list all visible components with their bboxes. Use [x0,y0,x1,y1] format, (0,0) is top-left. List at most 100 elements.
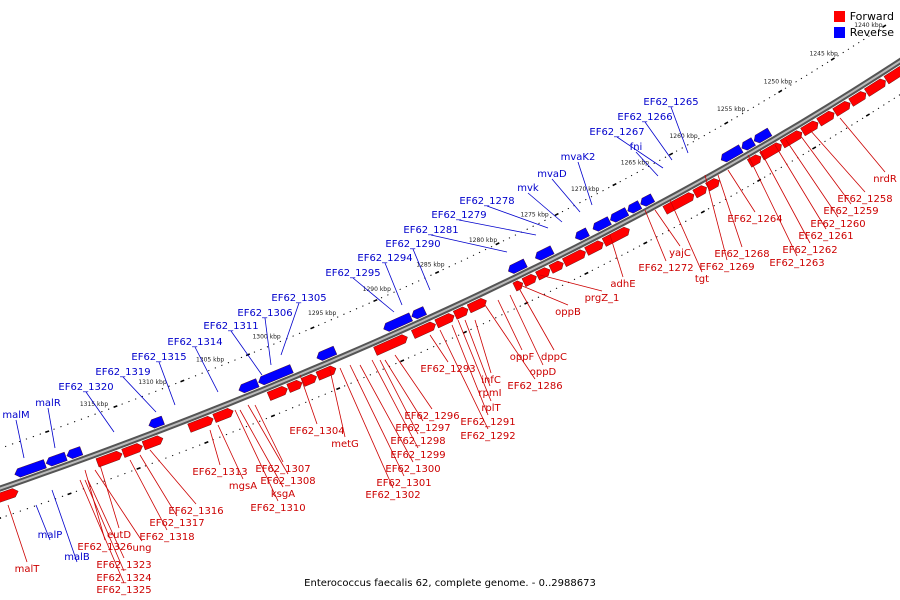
label-leader-line [704,174,728,261]
label-leader-line [497,299,523,351]
gene-label: EF62_1293 [420,364,475,375]
scale-tick [632,248,635,250]
scale-tick [774,93,776,96]
gene-label: EF62_1310 [250,503,305,514]
scale-tick [636,171,639,174]
label-leader-line [384,359,424,422]
kbp-label: 1285 kbp [416,262,444,269]
gene-label: malR [35,398,61,409]
reverse-gene-arrow [66,446,84,459]
gene-label: EF62_1318 [139,532,194,543]
forward-swatch [833,10,845,22]
scale-tick [387,294,389,296]
forward-gene-arrow [692,185,707,199]
label-leader-line [51,489,78,563]
label-leader-line [609,234,624,278]
label-leader-line [349,364,405,477]
gene-label: malT [15,564,41,575]
scale-tick [454,263,457,265]
gene-label: EF62_1314 [167,337,222,348]
reverse-gene-arrow [258,364,294,386]
label-leader-line [139,454,178,517]
scale-tick [330,319,333,321]
reverse-gene-arrow [316,345,338,361]
scale-tick [561,284,564,287]
label-leader-line [474,319,492,374]
scale-tick [460,260,463,262]
scale-tick [136,466,141,470]
label-leader-line [539,274,603,292]
scale-tick [784,87,787,89]
reverse-gene-arrow [45,451,68,467]
forward-gene-arrow [800,120,819,137]
forward-gene-arrow [584,240,604,256]
gene-label: EF62_1258 [837,194,892,205]
label-leader-line [527,192,563,223]
label-leader-line [429,334,449,363]
label-leader-line [129,459,168,531]
legend-reverse-label: Reverse [849,25,894,39]
label-leader-line [439,329,489,430]
scale-tick [872,110,874,113]
gene-label: EF62_1286 [507,381,562,392]
scale-tick [368,302,370,304]
scale-tick [643,241,648,245]
scale-tick [763,176,766,178]
forward-gene-arrow [411,321,436,339]
label-leader-line [247,404,289,475]
label-leader-line [329,369,346,438]
scale-tick [502,240,505,242]
gene-label: EF62_1302 [365,490,420,501]
scale-tick [567,207,570,210]
reverse-gene-arrow [383,312,413,332]
label-leader-line [519,289,555,351]
reverse-gene-arrow [238,378,260,394]
gene-label: EF62_1278 [459,196,514,207]
gene-label: nrdR [873,174,897,185]
scale-tick [703,134,706,137]
gene-label: EF62_1264 [727,214,782,225]
scale-tick [234,359,236,361]
scale-tick [800,77,803,80]
scale-tick [466,257,469,259]
scale-tick [769,173,772,175]
gene-label: oppB [555,307,581,318]
label-leader-line [15,419,25,459]
label-leader-line [94,469,143,542]
scale-tick [501,314,503,316]
scale-tick [462,330,468,334]
reverse-gene-arrow [741,137,756,151]
scale-tick [602,189,604,192]
forward-gene-arrow [848,91,867,107]
scale-tick [675,150,678,152]
scale-tick [811,146,817,150]
scale-tick [442,268,444,271]
scale-tick [590,195,593,198]
label-leader-line [451,324,489,416]
kbp-label: 1255 kbp [717,106,745,113]
scale-tick [893,97,896,100]
scale-tick [507,311,509,313]
reverse-gene-arrow [720,144,744,163]
gene-label: EF62_1294 [357,253,412,264]
forward-gene-arrow [266,386,288,401]
gene-label: EF62_1305 [271,293,326,304]
scale-tick [780,166,783,169]
scale-tick [445,340,448,342]
label-leader-line [519,284,569,306]
label-leader-line [239,409,284,488]
scale-tick [845,127,848,130]
scale-tick [544,219,546,222]
gene-label: EF62_1259 [823,206,878,217]
forward-gene-arrow [466,298,487,314]
gene-label: EF62_1291 [460,417,515,428]
scale-tick [221,364,223,367]
scale-tick [514,234,517,236]
kbp-label: 1305 kbp [196,357,224,364]
scale-tick [597,266,600,269]
label-leader-line [352,277,395,313]
gene-label: oppF [510,352,535,363]
genome-backbone [0,57,900,492]
scale-tick [508,237,511,239]
